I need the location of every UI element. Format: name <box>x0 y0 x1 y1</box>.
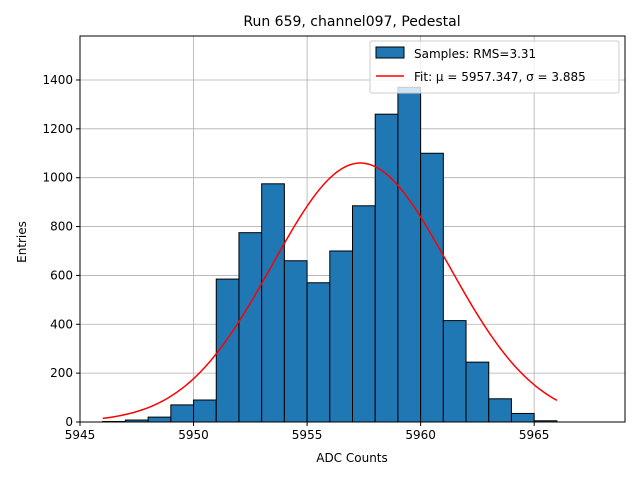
legend-histogram-swatch <box>375 46 405 59</box>
histogram-bar <box>352 205 376 423</box>
histogram-bar <box>420 152 444 423</box>
histogram-bar <box>442 320 467 423</box>
histogram-bar <box>238 232 263 423</box>
y-tick-label: 1200 <box>42 122 73 136</box>
histogram-bar <box>397 86 422 423</box>
chart-title: Run 659, channel097, Pedestal <box>243 14 460 30</box>
x-tick-label: 5945 <box>65 428 96 442</box>
x-axis-ticks: 5945 5950 5955 5960 5965 <box>65 422 550 442</box>
histogram-bar <box>306 282 331 423</box>
legend: Samples: RMS=3.31 Fit: μ = 5957.347, σ =… <box>369 40 620 94</box>
y-tick-label: 1000 <box>42 171 73 185</box>
x-tick-label: 5955 <box>292 428 323 442</box>
y-tick-label: 600 <box>50 268 73 282</box>
histogram-bar <box>193 399 217 423</box>
x-axis-label: ADC Counts <box>316 451 388 465</box>
y-axis-ticks: 0 200 400 600 800 1000 1200 1400 <box>42 73 80 429</box>
y-tick-label: 1400 <box>42 73 73 87</box>
legend-box <box>369 40 620 94</box>
histogram-bars <box>102 86 558 423</box>
legend-histogram-label: Samples: RMS=3.31 <box>414 47 536 61</box>
y-axis-label: Entries <box>15 221 29 263</box>
fit-curve <box>102 162 558 420</box>
x-tick-label: 5950 <box>178 428 209 442</box>
histogram-bar <box>147 416 172 423</box>
histogram-bar <box>465 361 490 423</box>
legend-fit-label: Fit: μ = 5957.347, σ = 3.885 <box>414 70 586 84</box>
x-tick-label: 5960 <box>405 428 436 442</box>
y-tick-label: 800 <box>50 220 73 234</box>
x-tick-label: 5965 <box>519 428 550 442</box>
y-tick-label: 200 <box>50 366 73 380</box>
histogram-bar <box>261 183 285 423</box>
histogram-bar <box>329 250 353 423</box>
histogram-bar <box>283 260 308 423</box>
histogram-bar <box>170 404 195 423</box>
y-tick-label: 0 <box>65 415 73 429</box>
y-tick-label: 400 <box>50 317 73 331</box>
plot-frame <box>79 35 626 423</box>
histogram-bar <box>510 412 535 423</box>
histogram-bar <box>374 113 399 423</box>
histogram-bar <box>488 398 512 423</box>
